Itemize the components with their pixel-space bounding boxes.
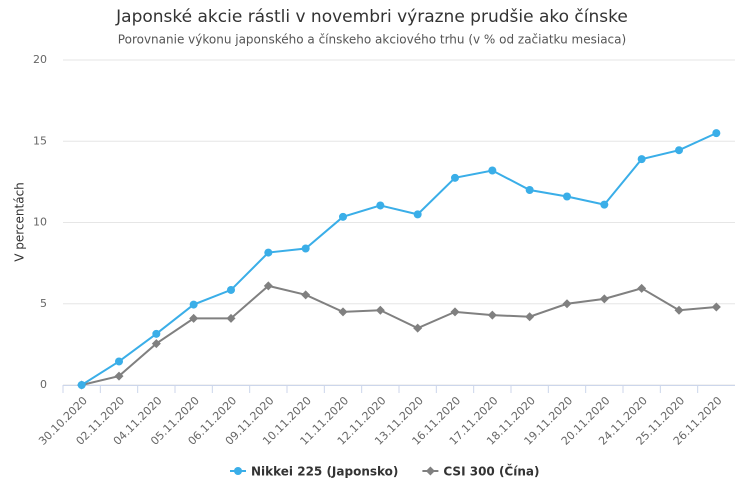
data-point: [376, 201, 385, 210]
data-point: [413, 210, 422, 219]
data-point: [450, 307, 460, 317]
data-point: [637, 283, 647, 293]
data-point: [301, 290, 311, 300]
data-point: [151, 339, 161, 349]
chart-title: Japonské akcie rástli v novembri výrazne…: [115, 7, 628, 27]
data-point: [77, 381, 86, 389]
data-point: [425, 466, 435, 476]
y-tick-label: 20: [33, 53, 47, 66]
y-axis-title: V percentách: [13, 182, 27, 262]
data-point: [189, 313, 199, 323]
data-point: [562, 299, 572, 309]
y-tick-label: 5: [40, 297, 47, 310]
data-point: [563, 192, 571, 201]
data-point: [227, 285, 235, 294]
legend-label: Nikkei 225 (Japonsko): [251, 465, 398, 479]
data-point: [301, 244, 310, 253]
data-point: [413, 323, 423, 333]
data-point: [263, 281, 273, 291]
data-point: [451, 173, 459, 182]
data-point: [114, 371, 124, 381]
data-point: [339, 212, 347, 221]
data-point: [675, 146, 683, 155]
series: [77, 281, 721, 390]
y-tick-label: 10: [33, 216, 47, 229]
data-point: [488, 166, 497, 175]
y-tick-label: 15: [33, 134, 47, 147]
data-point: [375, 305, 385, 315]
data-point: [152, 329, 161, 338]
chart-subtitle: Porovnanie výkonu japonského a čínskeho …: [118, 33, 626, 47]
data-point: [600, 200, 609, 209]
data-point: [637, 155, 646, 164]
data-point: [711, 302, 721, 312]
data-point: [712, 129, 721, 138]
legend-item[interactable]: CSI 300 (Čína): [422, 464, 539, 479]
data-point: [525, 312, 535, 322]
series-line: [81, 132, 717, 386]
data-point: [674, 305, 684, 315]
data-point: [487, 310, 497, 320]
data-point: [115, 357, 123, 366]
data-point: [599, 294, 609, 304]
y-tick-label: 0: [40, 378, 47, 391]
data-point: [264, 248, 273, 257]
series-line: [81, 284, 717, 386]
legend-label: CSI 300 (Čína): [443, 464, 539, 479]
data-point: [525, 186, 534, 194]
legend-item[interactable]: Nikkei 225 (Japonsko): [230, 465, 398, 479]
data-point: [338, 307, 348, 317]
data-point: [234, 467, 242, 475]
data-point: [189, 300, 198, 309]
series: [77, 129, 721, 389]
data-point: [226, 313, 236, 323]
